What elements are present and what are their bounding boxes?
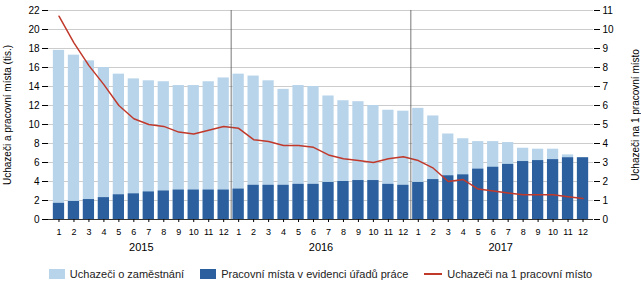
- svg-text:10: 10: [189, 227, 199, 237]
- svg-text:11: 11: [603, 5, 614, 16]
- svg-text:6: 6: [311, 227, 316, 237]
- svg-text:9: 9: [536, 227, 541, 237]
- svg-text:0: 0: [603, 214, 609, 225]
- svg-text:6: 6: [34, 157, 40, 168]
- svg-text:4: 4: [461, 227, 466, 237]
- svg-text:11: 11: [204, 227, 213, 237]
- svg-text:5: 5: [476, 227, 481, 237]
- svg-text:12: 12: [28, 100, 40, 111]
- svg-text:10: 10: [28, 119, 40, 130]
- svg-text:7: 7: [603, 81, 609, 92]
- html-text:Uchazeči na 1 pracovní místo: Uchazeči na 1 pracovní místo: [447, 268, 593, 280]
- svg-text:7: 7: [506, 227, 511, 237]
- svg-text:4: 4: [603, 138, 609, 149]
- svg-text:3: 3: [266, 227, 271, 237]
- svg-text:4: 4: [34, 176, 40, 187]
- svg-text:6: 6: [131, 227, 136, 237]
- svg-text:10: 10: [548, 227, 558, 237]
- svg-text:8: 8: [34, 138, 40, 149]
- svg-text:5: 5: [116, 227, 121, 237]
- svg-text:1: 1: [236, 227, 241, 237]
- svg-text:2016: 2016: [309, 241, 333, 253]
- svg-text:16: 16: [28, 62, 40, 73]
- svg-text:3: 3: [603, 157, 609, 168]
- svg-text:9: 9: [603, 43, 609, 54]
- svg-text:8: 8: [161, 227, 166, 237]
- svg-text:8: 8: [341, 227, 346, 237]
- svg-text:6: 6: [491, 227, 496, 237]
- svg-text:2: 2: [34, 195, 40, 206]
- svg-text:6: 6: [603, 100, 609, 111]
- svg-text:2017: 2017: [488, 241, 512, 253]
- svg-text:2: 2: [71, 227, 76, 237]
- svg-text:22: 22: [28, 5, 40, 16]
- svg-text:10: 10: [603, 24, 615, 35]
- svg-text:7: 7: [146, 227, 151, 237]
- svg-text:20: 20: [28, 24, 40, 35]
- svg-text:8: 8: [521, 227, 526, 237]
- svg-text:2: 2: [603, 176, 609, 187]
- svg-text:5: 5: [296, 227, 301, 237]
- svg-text:1: 1: [56, 227, 61, 237]
- html-text:Pracovní místa v evidenci úřad: Pracovní místa v evidenci úřadů práce: [221, 268, 409, 280]
- svg-text:1: 1: [416, 227, 421, 237]
- svg-text:2015: 2015: [129, 241, 153, 253]
- svg-text:4: 4: [281, 227, 286, 237]
- svg-text:12: 12: [398, 227, 408, 237]
- svg-text:3: 3: [86, 227, 91, 237]
- svg-text:3: 3: [446, 227, 451, 237]
- svg-text:12: 12: [219, 227, 229, 237]
- html-text:Uchazeči o zaměstnání: Uchazeči o zaměstnání: [69, 268, 185, 280]
- svg-text:2: 2: [431, 227, 436, 237]
- svg-text:11: 11: [384, 227, 393, 237]
- svg-text:0: 0: [34, 214, 40, 225]
- svg-text:11: 11: [563, 227, 572, 237]
- svg-text:1: 1: [603, 195, 609, 206]
- svg-text:9: 9: [176, 227, 181, 237]
- svg-text:12: 12: [578, 227, 588, 237]
- svg-text:Uchazeči a pracovní místa (tis: Uchazeči a pracovní místa (tis.): [2, 45, 13, 185]
- svg-text:14: 14: [28, 81, 40, 92]
- svg-text:9: 9: [356, 227, 361, 237]
- svg-text:5: 5: [603, 119, 609, 130]
- svg-text:10: 10: [368, 227, 378, 237]
- svg-text:2: 2: [251, 227, 256, 237]
- svg-text:18: 18: [28, 43, 40, 54]
- svg-text:Uchazeči na 1 pracovní místo: Uchazeči na 1 pracovní místo: [630, 49, 641, 181]
- svg-text:8: 8: [603, 62, 609, 73]
- svg-text:7: 7: [326, 227, 331, 237]
- svg-text:4: 4: [101, 227, 106, 237]
